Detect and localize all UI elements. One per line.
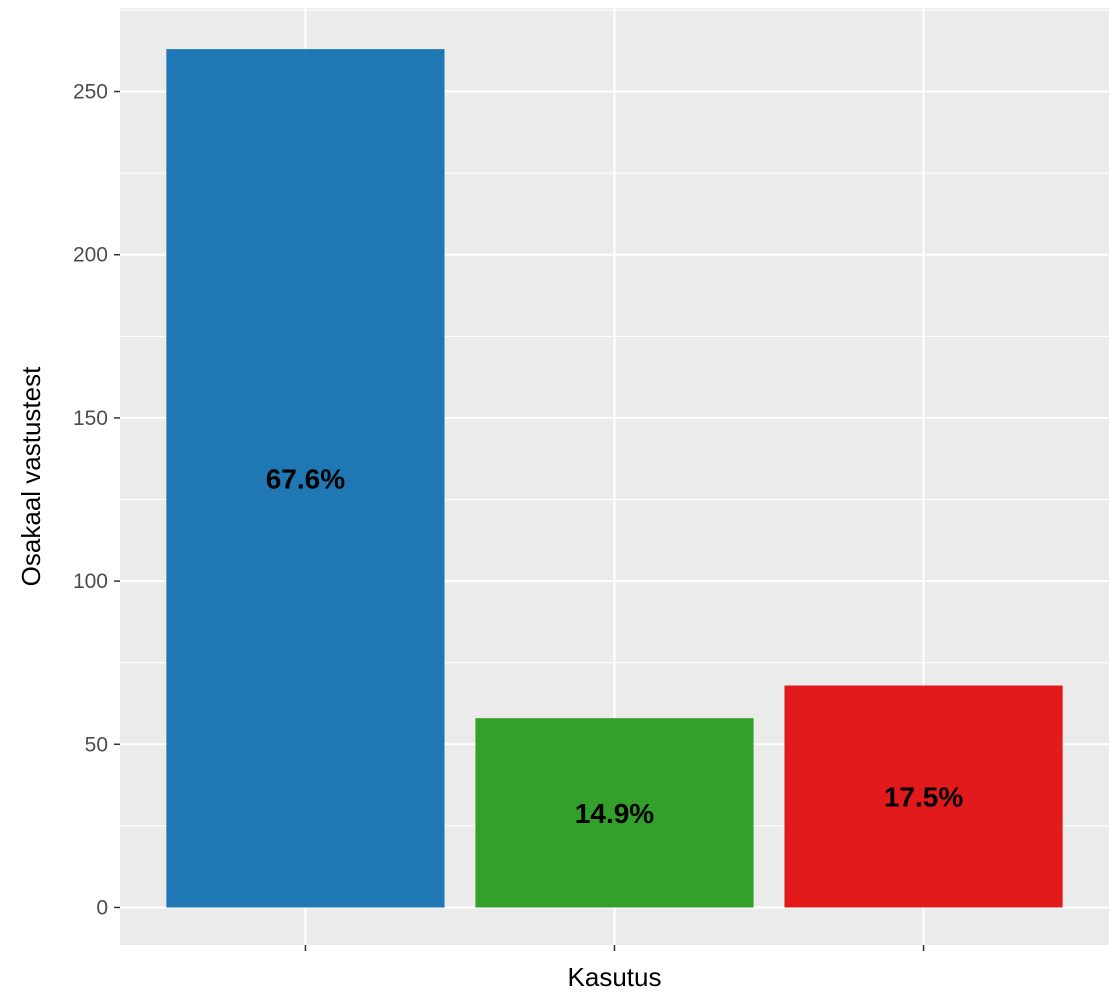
y-tick-label: 50 [85,733,108,756]
bar-data-label: 67.6% [266,463,345,494]
y-tick-label: 100 [73,570,108,593]
bar-data-label: 17.5% [884,782,963,813]
y-tick-label: 200 [73,244,108,267]
bars [166,49,1063,908]
bar-data-label: 14.9% [575,798,654,829]
y-axis-title: Osakaal vastustest [16,366,46,586]
bar [166,49,445,908]
y-tick-label: 0 [96,896,108,919]
bar [784,685,1063,908]
y-tick-label: 150 [73,407,108,430]
bar [475,718,754,908]
x-axis [304,945,925,951]
x-axis-title: Kasutus [568,962,662,992]
bar-labels: 67.6% 14.9% 17.5% [266,463,964,829]
y-tick-label: 250 [73,81,108,104]
y-axis: 0 50 100 150 200 250 [73,81,120,919]
